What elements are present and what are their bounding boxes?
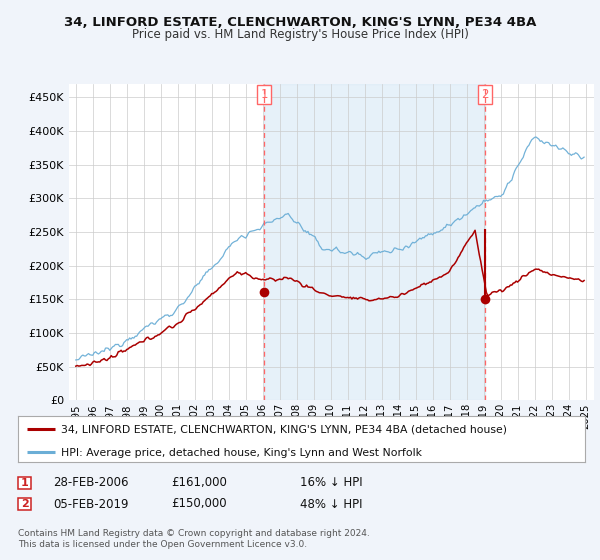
Text: 34, LINFORD ESTATE, CLENCHWARTON, KING'S LYNN, PE34 4BA: 34, LINFORD ESTATE, CLENCHWARTON, KING'S…	[64, 16, 536, 29]
Text: 1: 1	[21, 478, 28, 488]
Text: HPI: Average price, detached house, King's Lynn and West Norfolk: HPI: Average price, detached house, King…	[61, 448, 422, 458]
Text: 16% ↓ HPI: 16% ↓ HPI	[300, 476, 362, 489]
Text: This data is licensed under the Open Government Licence v3.0.: This data is licensed under the Open Gov…	[18, 540, 307, 549]
Text: £150,000: £150,000	[171, 497, 227, 511]
Text: 1: 1	[260, 87, 268, 101]
Text: Price paid vs. HM Land Registry's House Price Index (HPI): Price paid vs. HM Land Registry's House …	[131, 28, 469, 41]
Text: 05-FEB-2019: 05-FEB-2019	[53, 497, 128, 511]
Text: 28-FEB-2006: 28-FEB-2006	[53, 476, 128, 489]
Bar	[264, 84, 485, 400]
Text: £161,000: £161,000	[171, 476, 227, 489]
Text: 2: 2	[21, 499, 28, 509]
Text: 34, LINFORD ESTATE, CLENCHWARTON, KING'S LYNN, PE34 4BA (detached house): 34, LINFORD ESTATE, CLENCHWARTON, KING'S…	[61, 425, 506, 435]
Text: Contains HM Land Registry data © Crown copyright and database right 2024.: Contains HM Land Registry data © Crown c…	[18, 529, 370, 538]
Text: 48% ↓ HPI: 48% ↓ HPI	[300, 497, 362, 511]
Text: 2: 2	[481, 87, 488, 101]
